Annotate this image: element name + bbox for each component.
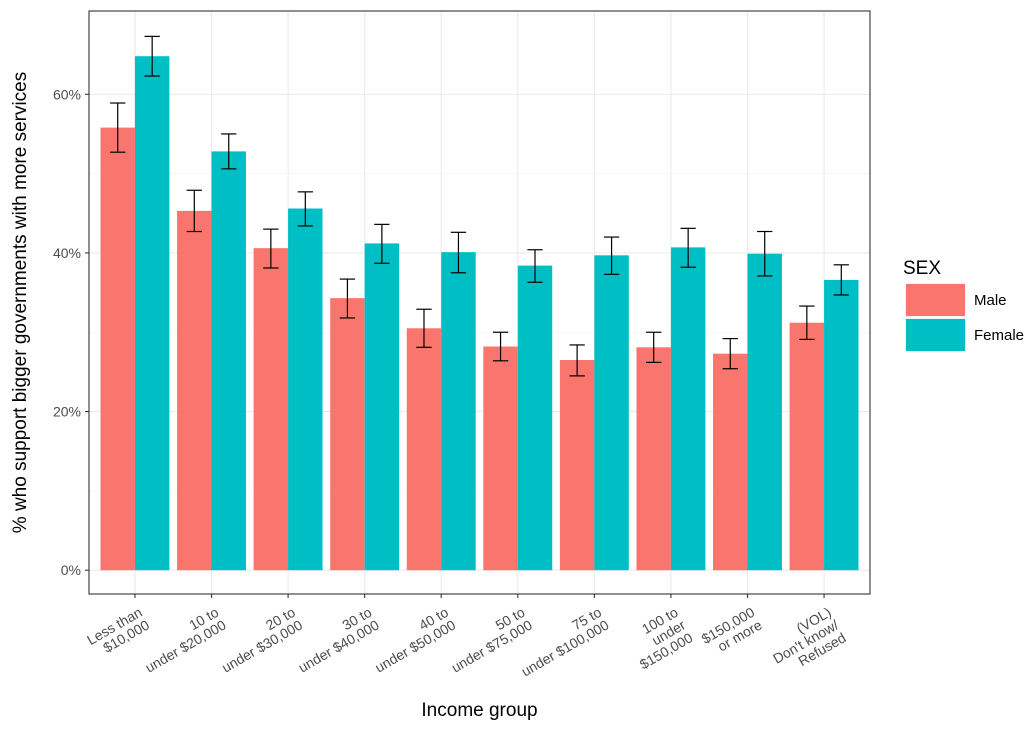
bar-male-2: [253, 248, 289, 571]
error-bar-female-5: [527, 249, 543, 283]
error-bar-female-0: [144, 35, 160, 77]
y-tick-label: 0%: [61, 562, 81, 578]
error-bar-male-6: [569, 344, 585, 377]
legend-swatch-female: [906, 319, 965, 351]
legend-label-male: Male: [974, 292, 1007, 309]
error-bar-male-2: [263, 228, 279, 269]
bar-female-0: [134, 56, 170, 571]
bar-male-1: [177, 210, 212, 571]
y-tick-label: 40%: [53, 245, 81, 261]
bar-female-7: [670, 247, 706, 571]
error-bar-male-1: [186, 189, 202, 233]
legend-label-female: Female: [974, 327, 1024, 344]
bar-female-3: [364, 243, 400, 571]
error-bar-male-5: [492, 331, 509, 362]
y-axis: 0% 20% 40% 60%: [53, 86, 89, 578]
error-bar-female-4: [450, 231, 467, 274]
error-bar-female-7: [680, 227, 696, 268]
error-bar-female-9: [833, 264, 849, 296]
error-bar-male-8: [722, 337, 738, 370]
bar-female-6: [594, 255, 629, 571]
error-bars: [110, 35, 849, 377]
bar-male-4: [406, 328, 442, 571]
error-bar-male-3: [339, 278, 356, 319]
error-bar-female-8: [757, 230, 773, 277]
bar-male-3: [330, 298, 365, 571]
bar-male-0: [100, 127, 135, 571]
bar-male-9: [789, 322, 825, 571]
error-bar-female-6: [603, 236, 620, 275]
y-tick-label: 20%: [53, 404, 81, 420]
panel-border: [88, 10, 871, 595]
bar-male-7: [636, 347, 671, 571]
error-bar-female-3: [374, 223, 390, 264]
legend-swatch-male: [906, 284, 965, 316]
bar-male-5: [483, 346, 518, 571]
legend: SEX Male Female: [903, 258, 1024, 352]
error-bar-female-2: [297, 191, 313, 227]
bar-female-5: [517, 265, 553, 571]
bar-female-2: [288, 208, 323, 571]
legend-title: SEX: [903, 258, 941, 279]
y-tick-label: 60%: [53, 86, 81, 102]
error-bar-male-9: [799, 305, 815, 340]
bar-female-4: [441, 252, 476, 571]
x-axis-title: Income group: [421, 700, 537, 721]
bar-female-9: [824, 279, 859, 571]
bar-male-6: [559, 360, 595, 571]
y-axis-title: % who support bigger governments with mo…: [10, 72, 31, 533]
error-bar-male-0: [110, 102, 126, 153]
bars: [100, 56, 859, 571]
error-bar-male-7: [646, 331, 662, 363]
bar-male-8: [713, 353, 748, 571]
error-bar-female-1: [221, 133, 237, 170]
error-bar-male-4: [416, 308, 432, 348]
bar-female-1: [211, 151, 246, 571]
bar-female-8: [747, 253, 782, 571]
